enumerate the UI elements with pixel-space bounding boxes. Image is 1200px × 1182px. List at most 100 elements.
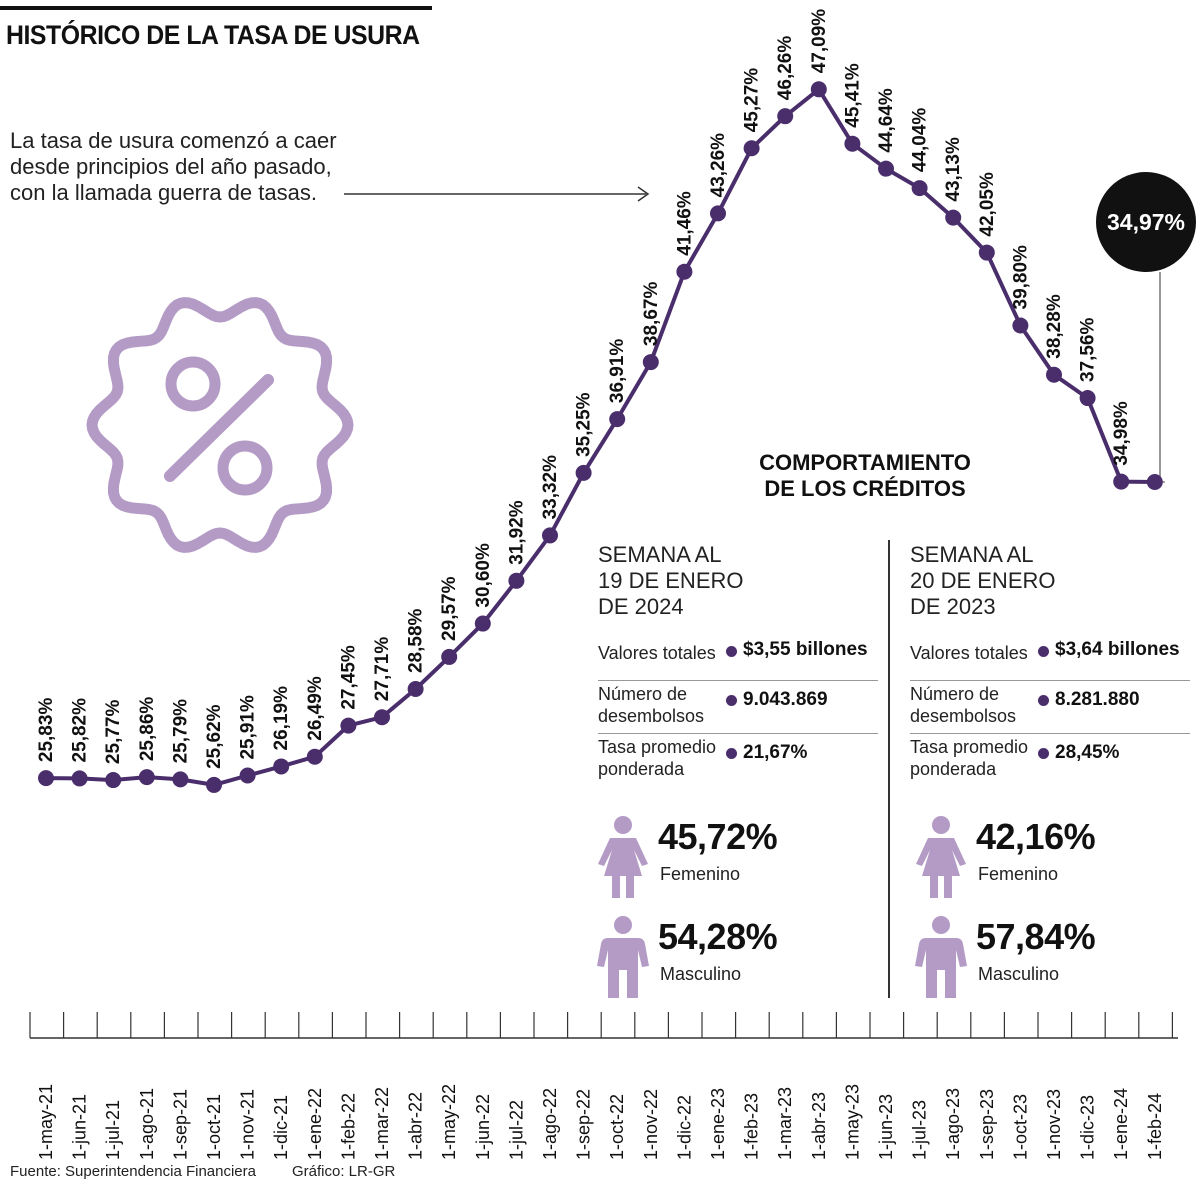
data-label: 25,83% <box>36 698 57 763</box>
bullet-dot <box>726 695 737 706</box>
x-tick-label: 1-dic-21 <box>271 1095 291 1160</box>
data-point <box>71 770 88 787</box>
data-label: 27,45% <box>338 645 359 710</box>
x-tick-labels: 1-may-21 1-jun-21 1-jul-21 1-ago-21 1-sep-21… <box>36 1084 1165 1160</box>
stat-label: Valores totales <box>598 643 716 663</box>
x-tick-label: 1-mar-22 <box>372 1087 392 1160</box>
female-percentage: 45,72% <box>658 816 778 857</box>
data-point <box>306 748 323 765</box>
data-label: 43,26% <box>708 133 729 198</box>
bullet-dot <box>1038 646 1049 657</box>
data-point <box>172 771 189 788</box>
female-person-icon <box>598 816 648 898</box>
data-point <box>777 108 794 125</box>
panel-heading: SEMANA AL 19 DE ENERO DE 2024 <box>598 542 878 620</box>
intro-line: La tasa de usura comenzó a caer <box>10 128 337 153</box>
data-point <box>374 709 390 726</box>
data-label: 39,80% <box>1010 245 1031 310</box>
stat-label-line: desembolsos <box>598 706 705 726</box>
data-point <box>206 776 222 793</box>
x-tick-label: 1-feb-23 <box>742 1093 762 1160</box>
intro-text: La tasa de usura comenzó a caer desde pr… <box>10 128 390 206</box>
data-point <box>1079 390 1096 407</box>
panel-heading-line: SEMANA AL <box>598 542 722 567</box>
percent-badge-icon <box>86 297 354 553</box>
data-point <box>844 135 861 152</box>
x-tick-label: 1-may-23 <box>842 1084 862 1160</box>
x-tick-label: 1-ago-21 <box>137 1088 157 1160</box>
intro-line: con la llamada guerra de tasas. <box>10 180 317 205</box>
male-person-icon <box>915 916 967 998</box>
panel-heading-line: 19 DE ENERO <box>598 568 744 593</box>
title-rule <box>0 6 432 10</box>
data-label: 29,57% <box>439 576 460 641</box>
section-title-line: DE LOS CRÉDITOS <box>764 476 966 501</box>
stat-label: Tasa promedio ponderada <box>598 736 723 780</box>
data-point <box>676 263 693 280</box>
data-label: 33,32% <box>540 455 561 520</box>
data-label: 35,25% <box>574 392 595 457</box>
data-point <box>38 770 54 787</box>
panel-heading-line: DE 2024 <box>598 594 684 619</box>
female-label: Femenino <box>978 864 1059 884</box>
source-note: Fuente: Superintendencia Financiera <box>10 1163 256 1180</box>
stat-row-valores: Valores totales $3,55 billones <box>598 628 878 681</box>
data-point <box>138 769 155 786</box>
stat-label-line: desembolsos <box>910 706 1017 726</box>
stat-row-tasa: Tasa promedio ponderada 21,67% <box>598 734 878 786</box>
data-label: 25,82% <box>70 698 91 763</box>
x-tick-label: 1-sep-22 <box>574 1089 594 1160</box>
data-labels: 25,83% 25,82% 25,77% 25,86% 25,79% 25,62% 25,9… <box>36 9 1132 769</box>
bullet-dot <box>726 748 737 759</box>
data-point <box>239 767 256 784</box>
credit-note: Gráfico: LR-GR <box>292 1163 396 1180</box>
data-point <box>105 772 122 789</box>
data-point <box>1046 366 1062 383</box>
data-label: 38,67% <box>641 282 662 347</box>
data-label: 47,09% <box>809 9 830 74</box>
x-axis <box>29 1012 1178 1039</box>
x-tick-label: 1-nov-22 <box>641 1089 661 1160</box>
callout: 34,97% <box>1096 172 1196 483</box>
data-point <box>474 615 491 632</box>
stat-row-tasa: Tasa promedio ponderada 28,45% <box>910 734 1190 786</box>
stat-label: Número de desembolsos <box>598 683 723 727</box>
x-tick-label: 1-sep-21 <box>170 1089 190 1160</box>
x-tick-label: 1-jun-23 <box>876 1094 896 1160</box>
bullet-dot <box>1038 748 1049 759</box>
x-tick-label: 1-jul-22 <box>506 1100 526 1160</box>
page-title: HISTÓRICO DE LA TASA DE USURA <box>6 20 420 50</box>
bullet-dot <box>726 646 737 657</box>
data-point <box>978 244 995 261</box>
intro-line: desde principios del año pasado, <box>10 154 332 179</box>
x-tick-label: 1-may-22 <box>439 1084 459 1160</box>
data-point <box>575 464 592 481</box>
x-tick-label: 1-may-21 <box>36 1084 56 1160</box>
data-label: 43,13% <box>943 137 964 202</box>
data-label: 45,41% <box>842 63 863 128</box>
section-title: COMPORTAMIENTO DE LOS CRÉDITOS <box>740 450 990 502</box>
stat-value: 21,67% <box>743 742 808 763</box>
stat-label-line: Número de <box>910 684 1000 704</box>
x-tick-label: 1-dic-23 <box>1078 1095 1098 1160</box>
x-tick-label: 1-feb-22 <box>338 1093 358 1160</box>
stat-value: 28,45% <box>1055 742 1120 763</box>
female-stat-2023: 42,16% Femenino <box>914 814 1174 904</box>
data-point <box>609 411 626 428</box>
stat-label-line: Tasa promedio <box>910 737 1029 757</box>
data-point <box>1146 473 1163 490</box>
female-stat-2024: 45,72% Femenino <box>596 814 856 904</box>
data-point <box>1113 473 1130 490</box>
x-tick-label: 1-abr-23 <box>809 1092 829 1160</box>
data-label: 26,49% <box>305 676 326 741</box>
data-label: 25,62% <box>204 704 225 769</box>
data-point <box>340 717 357 734</box>
panel-heading-line: DE 2023 <box>910 594 996 619</box>
callout-circle <box>1096 172 1196 272</box>
x-tick-label: 1-ene-24 <box>1111 1088 1131 1160</box>
stat-row-desembolsos: Número de desembolsos 9.043.869 <box>598 681 878 734</box>
data-label: 25,91% <box>238 695 259 760</box>
data-label: 25,77% <box>103 700 124 765</box>
data-label: 31,92% <box>506 500 527 565</box>
section-title-line: COMPORTAMIENTO <box>759 450 971 475</box>
